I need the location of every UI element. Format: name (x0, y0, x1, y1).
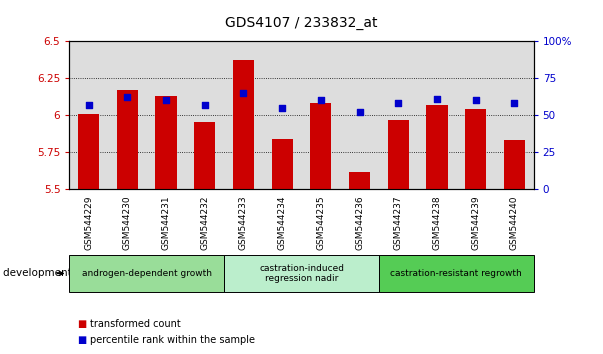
Point (432, 96, 442, 102)
Bar (233, 60, 254, 189)
Bar (340, 41, 379, 189)
Bar (349, 172, 370, 189)
Bar (271, 139, 293, 189)
Point (510, 100, 519, 106)
Point (84, 102, 93, 108)
Text: castration-resistant regrowth: castration-resistant regrowth (390, 269, 522, 278)
Text: GDS4107 / 233832_at: GDS4107 / 233832_at (226, 16, 377, 30)
Text: castration-induced
regression nadir: castration-induced regression nadir (259, 264, 344, 283)
Point (200, 102, 210, 108)
Bar (379, 41, 417, 189)
Point (316, 97, 326, 103)
Point (277, 105, 287, 110)
Bar (186, 41, 224, 189)
Point (471, 97, 481, 103)
Bar (388, 120, 409, 189)
Bar (156, 96, 177, 189)
Point (393, 100, 403, 106)
Bar (417, 41, 456, 189)
Bar (504, 140, 525, 189)
Bar (495, 41, 534, 189)
Text: ■: ■ (77, 335, 86, 345)
Bar (69, 41, 108, 189)
Bar (465, 109, 486, 189)
Bar (456, 41, 495, 189)
Point (239, 90, 248, 96)
Bar (78, 114, 99, 189)
Point (122, 95, 132, 100)
Bar (224, 41, 263, 189)
Text: transformed count: transformed count (90, 319, 181, 329)
Bar (108, 41, 147, 189)
Text: development stage: development stage (3, 268, 104, 279)
Point (355, 109, 364, 115)
Point (161, 97, 171, 103)
Text: androgen-dependent growth: androgen-dependent growth (82, 269, 212, 278)
Bar (147, 41, 186, 189)
Text: percentile rank within the sample: percentile rank within the sample (90, 335, 256, 345)
Bar (194, 122, 215, 189)
Bar (263, 41, 302, 189)
Bar (310, 103, 332, 189)
Text: ■: ■ (77, 319, 86, 329)
Bar (117, 90, 138, 189)
Bar (302, 41, 340, 189)
Bar (426, 105, 447, 189)
